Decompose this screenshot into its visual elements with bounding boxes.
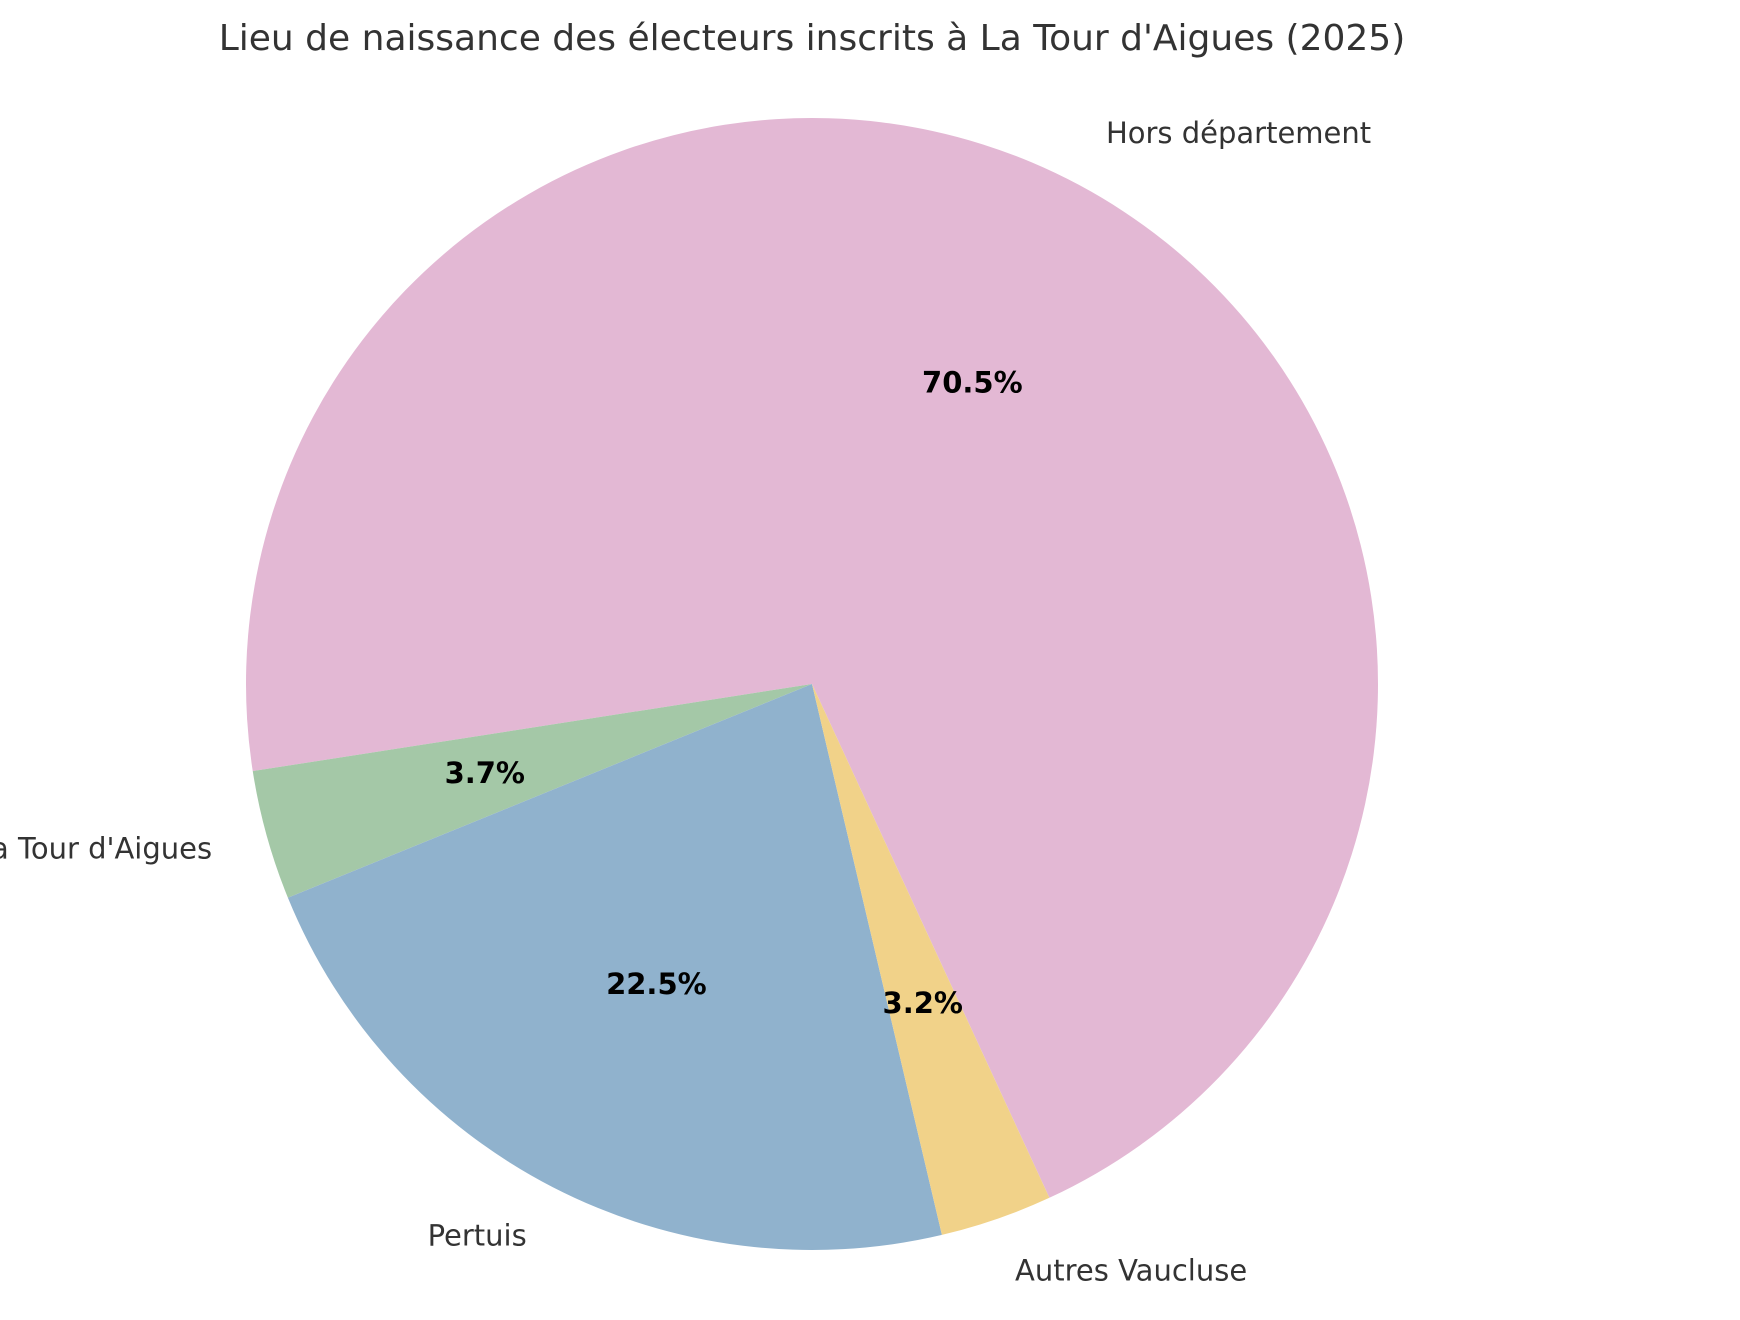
pie-slices [245, 118, 1378, 1250]
slice-percent-pertuis: 22.5% [606, 967, 707, 1001]
slice-label-autres-vaucluse: Autres Vaucluse [1015, 1254, 1247, 1288]
slice-percent-la-tour-d-aigues: 3.7% [445, 756, 525, 790]
slice-label-hors-departement: Hors département [1106, 116, 1371, 150]
pie-slice-hors-departement [245, 118, 1378, 1198]
slice-label-pertuis: Pertuis [428, 1218, 527, 1252]
slice-percent-autres-vaucluse: 3.2% [883, 986, 963, 1020]
chart-title: Lieu de naissance des électeurs inscrits… [219, 18, 1406, 59]
pie-slice-la-tour-d-aigues [252, 684, 812, 898]
pie-labels: Hors département 70.5% La Tour d'Aigues 3.7… [0, 116, 1371, 1287]
slice-label-la-tour-d-aigues: La Tour d'Aigues [0, 832, 212, 866]
pie-slice-autres-vaucluse [812, 684, 1050, 1235]
pie-slice-pertuis [287, 684, 942, 1250]
slice-percent-hors-departement: 70.5% [922, 366, 1023, 400]
